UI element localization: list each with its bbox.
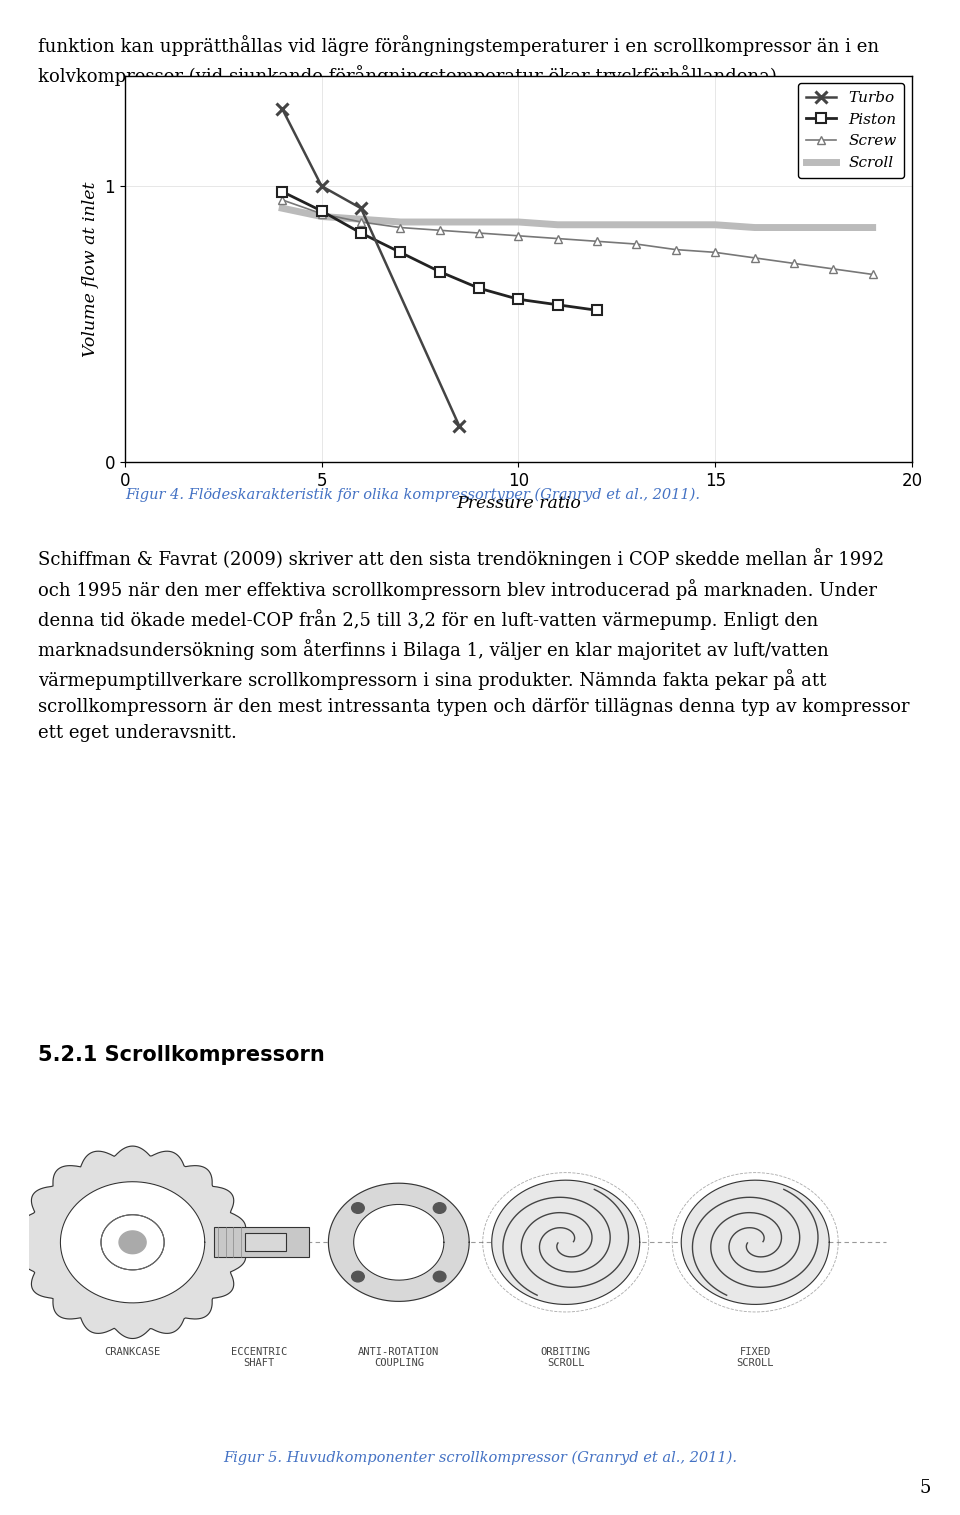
Bar [246,1233,286,1251]
Line: Screw: Screw [278,195,876,279]
Piston [591,301,603,320]
Screw [395,218,406,236]
Scroll [552,215,564,233]
Screw [631,235,642,253]
Text: ANTI-ROTATION
COUPLING: ANTI-ROTATION COUPLING [358,1347,440,1368]
Turbo [276,100,288,118]
Screw [355,214,367,232]
Scroll [434,214,445,232]
Scroll [473,214,485,232]
Screw [670,241,682,259]
Scroll [355,211,367,229]
Screw [788,255,800,273]
Text: Schiffman & Favrat (2009) skriver att den sista trendökningen i COP skedde mella: Schiffman & Favrat (2009) skriver att de… [38,548,910,742]
Scroll [749,218,760,236]
Screw [709,244,721,262]
Scroll [670,215,682,233]
Text: CRANKCASE: CRANKCASE [105,1347,160,1357]
Legend: Turbo, Piston, Screw, Scroll: Turbo, Piston, Screw, Scroll [798,83,904,177]
Screw [828,259,839,277]
Circle shape [351,1203,364,1214]
Screw [867,265,878,283]
Scroll [631,215,642,233]
Scroll [395,214,406,232]
Screw [316,205,327,223]
Bar [214,1227,308,1257]
Scroll [867,218,878,236]
Turbo [454,417,466,435]
Scroll [591,215,603,233]
Screw [591,232,603,250]
Scroll [828,218,839,236]
Screw [434,221,445,239]
Text: Figur 4. Flödeskarakteristik för olika kompressortyper (Granryd et al., 2011).: Figur 4. Flödeskarakteristik för olika k… [125,488,700,501]
Circle shape [433,1271,446,1282]
Screw [552,229,564,247]
Piston [276,183,288,201]
Scroll [788,218,800,236]
Polygon shape [60,1182,204,1303]
Piston [434,262,445,280]
Piston [552,295,564,314]
Piston [513,291,524,309]
Piston [395,244,406,262]
Screw [473,224,485,242]
Text: FIXED
SCROLL: FIXED SCROLL [736,1347,774,1368]
Circle shape [433,1203,446,1214]
Piston [355,224,367,242]
Polygon shape [353,1204,444,1280]
Turbo [355,198,367,217]
Scroll [709,215,721,233]
Screw [749,248,760,267]
Line: Piston: Piston [277,186,602,315]
Text: ECCENTRIC
SHAFT: ECCENTRIC SHAFT [230,1347,287,1368]
Polygon shape [119,1232,146,1253]
Polygon shape [682,1180,829,1304]
Polygon shape [492,1180,639,1304]
Text: Figur 5. Huvudkomponenter scrollkompressor (Granryd et al., 2011).: Figur 5. Huvudkomponenter scrollkompress… [223,1451,737,1465]
Text: 5: 5 [920,1479,931,1497]
Screw [276,191,288,209]
Polygon shape [19,1147,246,1338]
Piston [473,279,485,297]
Piston [316,201,327,220]
Y-axis label: Volume flow at inlet: Volume flow at inlet [82,182,99,356]
Turbo [316,177,327,195]
Screw [513,227,524,245]
Scroll [513,214,524,232]
Polygon shape [328,1183,469,1301]
Line: Scroll: Scroll [282,208,873,227]
Circle shape [351,1271,364,1282]
Scroll [276,198,288,217]
X-axis label: Pressure ratio: Pressure ratio [456,495,581,512]
Line: Turbo: Turbo [276,103,466,432]
Text: funktion kan upprätthållas vid lägre förångningstemperaturer i en scrollkompress: funktion kan upprätthållas vid lägre för… [38,35,879,86]
Text: ORBITING
SCROLL: ORBITING SCROLL [540,1347,590,1368]
Scroll [316,208,327,226]
Text: 5.2.1 Scrollkompressorn: 5.2.1 Scrollkompressorn [38,1045,325,1065]
